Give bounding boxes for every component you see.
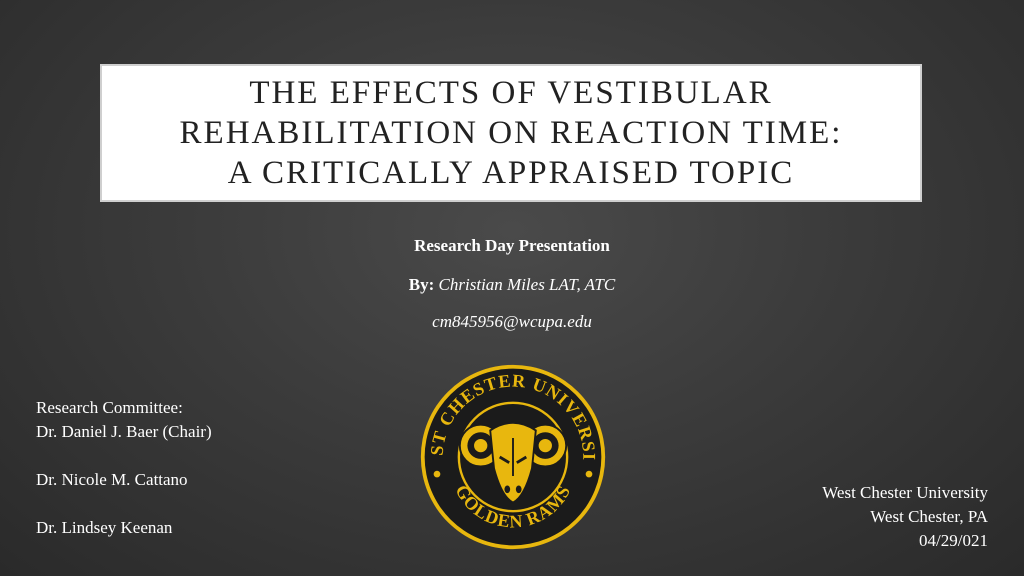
committee-label: Research Committee: — [36, 398, 183, 417]
by-label: By: — [408, 275, 435, 294]
presentation-heading: Research Day Presentation — [414, 236, 610, 255]
slide-title: THE EFFECTS OF VESTIBULAR REHABILITATION… — [180, 73, 843, 193]
byline: By: Christian Miles LAT, ATC — [0, 275, 1024, 295]
author-email: cm845956@wcupa.edu — [432, 312, 592, 331]
ram-head-icon — [458, 421, 568, 504]
title-box: THE EFFECTS OF VESTIBULAR REHABILITATION… — [100, 64, 922, 202]
research-committee: Research Committee: Dr. Daniel J. Baer (… — [36, 396, 212, 540]
committee-chair: Dr. Daniel J. Baer (Chair) — [36, 422, 212, 441]
title-line-1: THE EFFECTS OF VESTIBULAR — [249, 75, 773, 111]
university-name: West Chester University — [822, 483, 988, 502]
affiliation: West Chester University West Chester, PA… — [822, 481, 988, 553]
committee-member-1: Dr. Nicole M. Cattano — [36, 470, 188, 489]
presentation-date: 04/29/021 — [919, 531, 988, 550]
committee-member-2: Dr. Lindsey Keenan — [36, 518, 173, 537]
title-line-3: A CRITICALLY APPRAISED TOPIC — [227, 155, 795, 191]
university-location: West Chester, PA — [870, 507, 988, 526]
university-seal-logo: WEST CHESTER UNIVERSITY GOLDEN RAMS — [418, 362, 606, 550]
author-name: Christian Miles LAT, ATC — [438, 275, 616, 294]
title-line-2: REHABILITATION ON REACTION TIME: — [179, 115, 843, 151]
